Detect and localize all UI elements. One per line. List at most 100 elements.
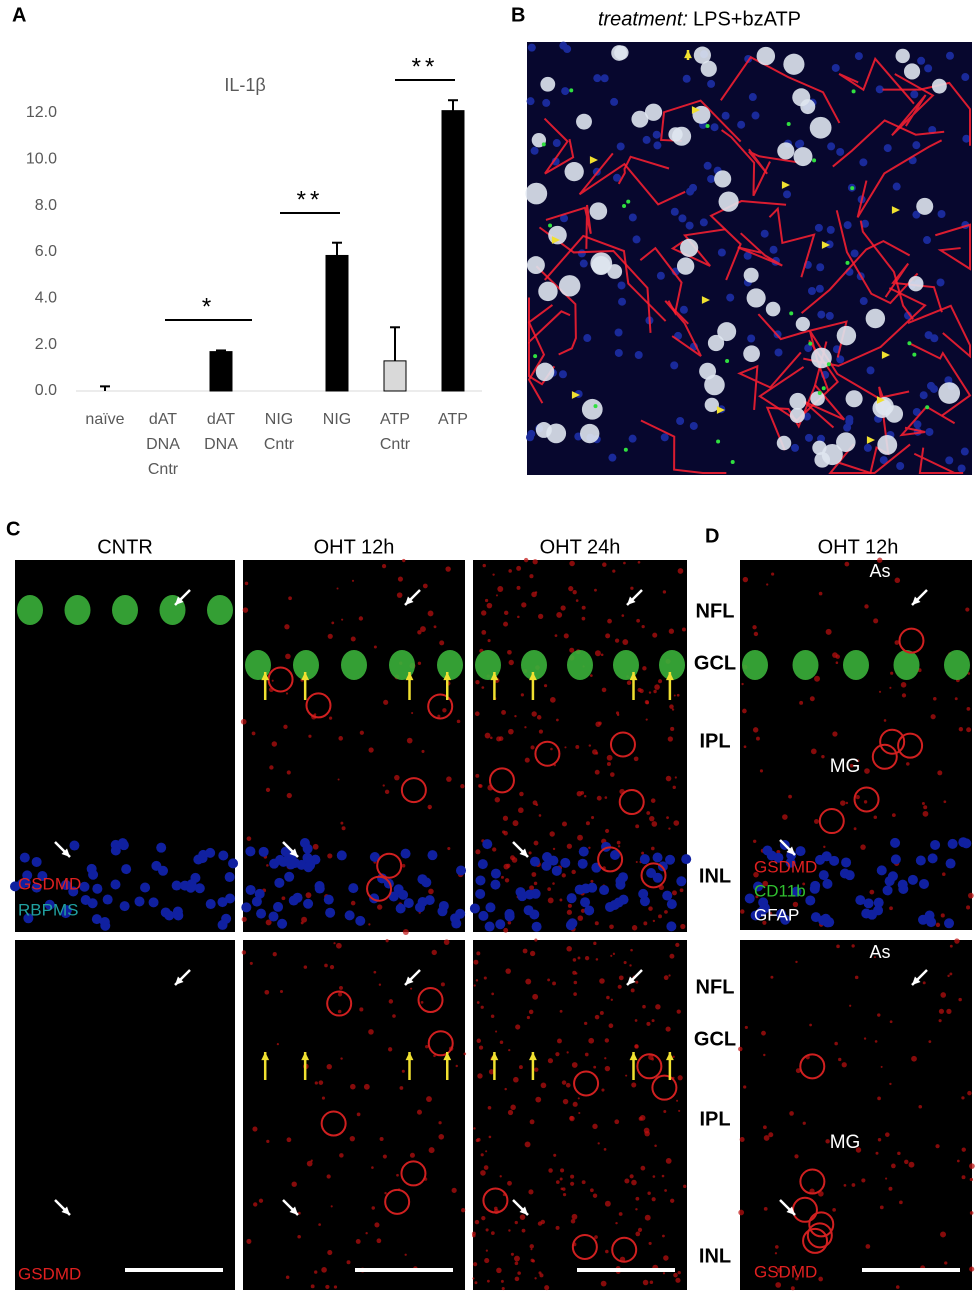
gsdmd bbox=[321, 1096, 326, 1100]
gsdmd bbox=[584, 1021, 588, 1026]
gsdmd bbox=[788, 794, 792, 799]
gsdmd bbox=[433, 1054, 436, 1058]
gsdmd bbox=[855, 794, 860, 800]
gsdmd bbox=[763, 1135, 770, 1141]
gsdmd bbox=[601, 1088, 605, 1092]
ring bbox=[897, 732, 924, 759]
nucleus bbox=[68, 886, 79, 897]
gsdmd bbox=[592, 749, 598, 755]
gsdmd bbox=[376, 1238, 382, 1244]
gsdmd bbox=[358, 616, 364, 621]
gsdmd bbox=[570, 1181, 575, 1186]
gsdmd bbox=[930, 714, 936, 720]
gsdmd bbox=[426, 1096, 432, 1102]
gsdmd bbox=[795, 1068, 801, 1074]
microglia bbox=[705, 124, 710, 129]
gsdmd bbox=[271, 679, 274, 682]
astrocyte-process bbox=[838, 56, 915, 105]
nucleus bbox=[689, 421, 698, 430]
nucleus bbox=[817, 310, 826, 319]
arrow-head bbox=[627, 976, 636, 985]
cell bbox=[795, 316, 810, 332]
nucleus bbox=[574, 884, 585, 895]
arrow-head bbox=[665, 672, 674, 681]
gsdmd bbox=[606, 754, 613, 761]
gsdmd bbox=[474, 711, 480, 717]
cell bbox=[644, 103, 663, 121]
cell bbox=[538, 281, 558, 302]
gsdmd bbox=[635, 1208, 638, 1211]
cell bbox=[777, 142, 795, 160]
nucleus bbox=[656, 271, 665, 280]
cell bbox=[526, 256, 545, 275]
gsdmd bbox=[508, 1229, 511, 1232]
gsdmd bbox=[575, 745, 580, 749]
gsdmd bbox=[549, 831, 555, 837]
gsdmd bbox=[809, 696, 815, 702]
nucleus bbox=[743, 251, 752, 260]
gsdmd bbox=[416, 1109, 422, 1115]
gsdmd bbox=[326, 1174, 331, 1179]
nucleus bbox=[475, 888, 486, 899]
nucleus bbox=[912, 141, 921, 150]
ring bbox=[597, 846, 624, 873]
nucleus bbox=[927, 853, 938, 864]
gsdmd bbox=[649, 1280, 654, 1284]
nucleus bbox=[769, 245, 778, 254]
gsdmd bbox=[864, 768, 870, 774]
gsdmd bbox=[422, 583, 428, 589]
gsdmd bbox=[552, 847, 556, 851]
nucleus bbox=[388, 891, 399, 902]
gsdmd bbox=[879, 1205, 884, 1210]
gsdmd bbox=[556, 718, 559, 722]
nucleus bbox=[437, 906, 448, 917]
nucleus bbox=[681, 854, 692, 865]
gsdmd bbox=[571, 869, 576, 875]
gsdmd bbox=[668, 974, 671, 977]
gsdmd bbox=[969, 1266, 975, 1272]
nucleus bbox=[614, 348, 623, 357]
gsdmd bbox=[802, 1121, 806, 1125]
gsdmd bbox=[356, 1112, 361, 1117]
bar bbox=[325, 254, 349, 392]
nucleus bbox=[610, 97, 619, 106]
astrocyte-process bbox=[720, 129, 771, 197]
gsdmd bbox=[834, 1041, 838, 1046]
nucleus bbox=[843, 221, 852, 230]
cell bbox=[676, 257, 695, 275]
microglia bbox=[548, 223, 553, 228]
gsdmd bbox=[513, 1076, 519, 1083]
arrow-head bbox=[691, 106, 700, 114]
gsdmd bbox=[665, 1026, 671, 1032]
microglia bbox=[851, 89, 856, 94]
nucleus bbox=[814, 223, 823, 232]
y-tick-label: 0.0 bbox=[35, 382, 57, 399]
gsdmd bbox=[901, 693, 907, 698]
gsdmd bbox=[503, 621, 509, 627]
nucleus bbox=[747, 334, 756, 343]
gsdmd bbox=[544, 1285, 550, 1291]
nucleus bbox=[299, 837, 310, 848]
nucleus bbox=[541, 860, 552, 871]
nucleus bbox=[839, 868, 850, 879]
nucleus bbox=[310, 854, 321, 865]
gsdmd bbox=[889, 686, 892, 689]
nucleus bbox=[560, 214, 569, 223]
gsdmd bbox=[473, 1127, 476, 1130]
gsdmd bbox=[428, 1147, 435, 1154]
cell bbox=[437, 650, 463, 680]
gsdmd bbox=[530, 1258, 535, 1263]
astrocyte-process bbox=[882, 81, 971, 146]
ring bbox=[871, 743, 898, 770]
arrow-head bbox=[781, 181, 790, 189]
nucleus bbox=[578, 846, 589, 857]
gsdmd bbox=[269, 765, 274, 770]
gsdmd bbox=[753, 871, 759, 878]
nucleus bbox=[228, 858, 239, 869]
nucleus bbox=[760, 229, 769, 238]
nucleus bbox=[173, 910, 184, 921]
gsdmd bbox=[499, 1040, 504, 1045]
cell bbox=[756, 46, 776, 66]
gsdmd bbox=[550, 697, 556, 703]
cell bbox=[540, 76, 556, 92]
